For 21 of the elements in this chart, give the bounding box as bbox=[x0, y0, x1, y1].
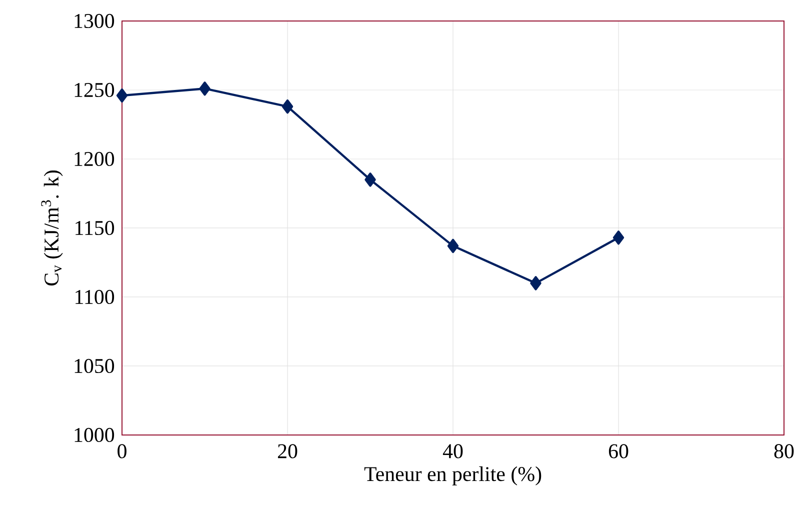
y-tick-label: 1100 bbox=[76, 290, 114, 304]
x-axis-title: Teneur en perlite (%) bbox=[364, 466, 542, 486]
y-tick-label: 1000 bbox=[74, 428, 114, 442]
x-tick-label: 0 bbox=[118, 444, 126, 458]
y-tick-label: 1200 bbox=[74, 152, 114, 166]
x-tick-label: 20 bbox=[278, 444, 298, 458]
point bbox=[612, 230, 624, 245]
point bbox=[116, 88, 128, 103]
y-tick-label: 1300 bbox=[74, 14, 114, 28]
point bbox=[447, 238, 459, 254]
y-tick-label: 1250 bbox=[74, 82, 114, 98]
y-axis-title: C$_{v}$ (KJ/m$^{3}$. k) bbox=[41, 170, 63, 286]
point bbox=[282, 99, 294, 114]
x-tick-label: 60 bbox=[608, 444, 628, 458]
y-tick-label: 1050 bbox=[74, 358, 114, 374]
y-tick-label: 1150 bbox=[76, 220, 114, 236]
x-tick-label: 40 bbox=[442, 444, 463, 458]
point bbox=[199, 82, 210, 96]
x-tick-label: 80 bbox=[774, 444, 794, 458]
point bbox=[530, 276, 542, 290]
point bbox=[364, 172, 376, 187]
